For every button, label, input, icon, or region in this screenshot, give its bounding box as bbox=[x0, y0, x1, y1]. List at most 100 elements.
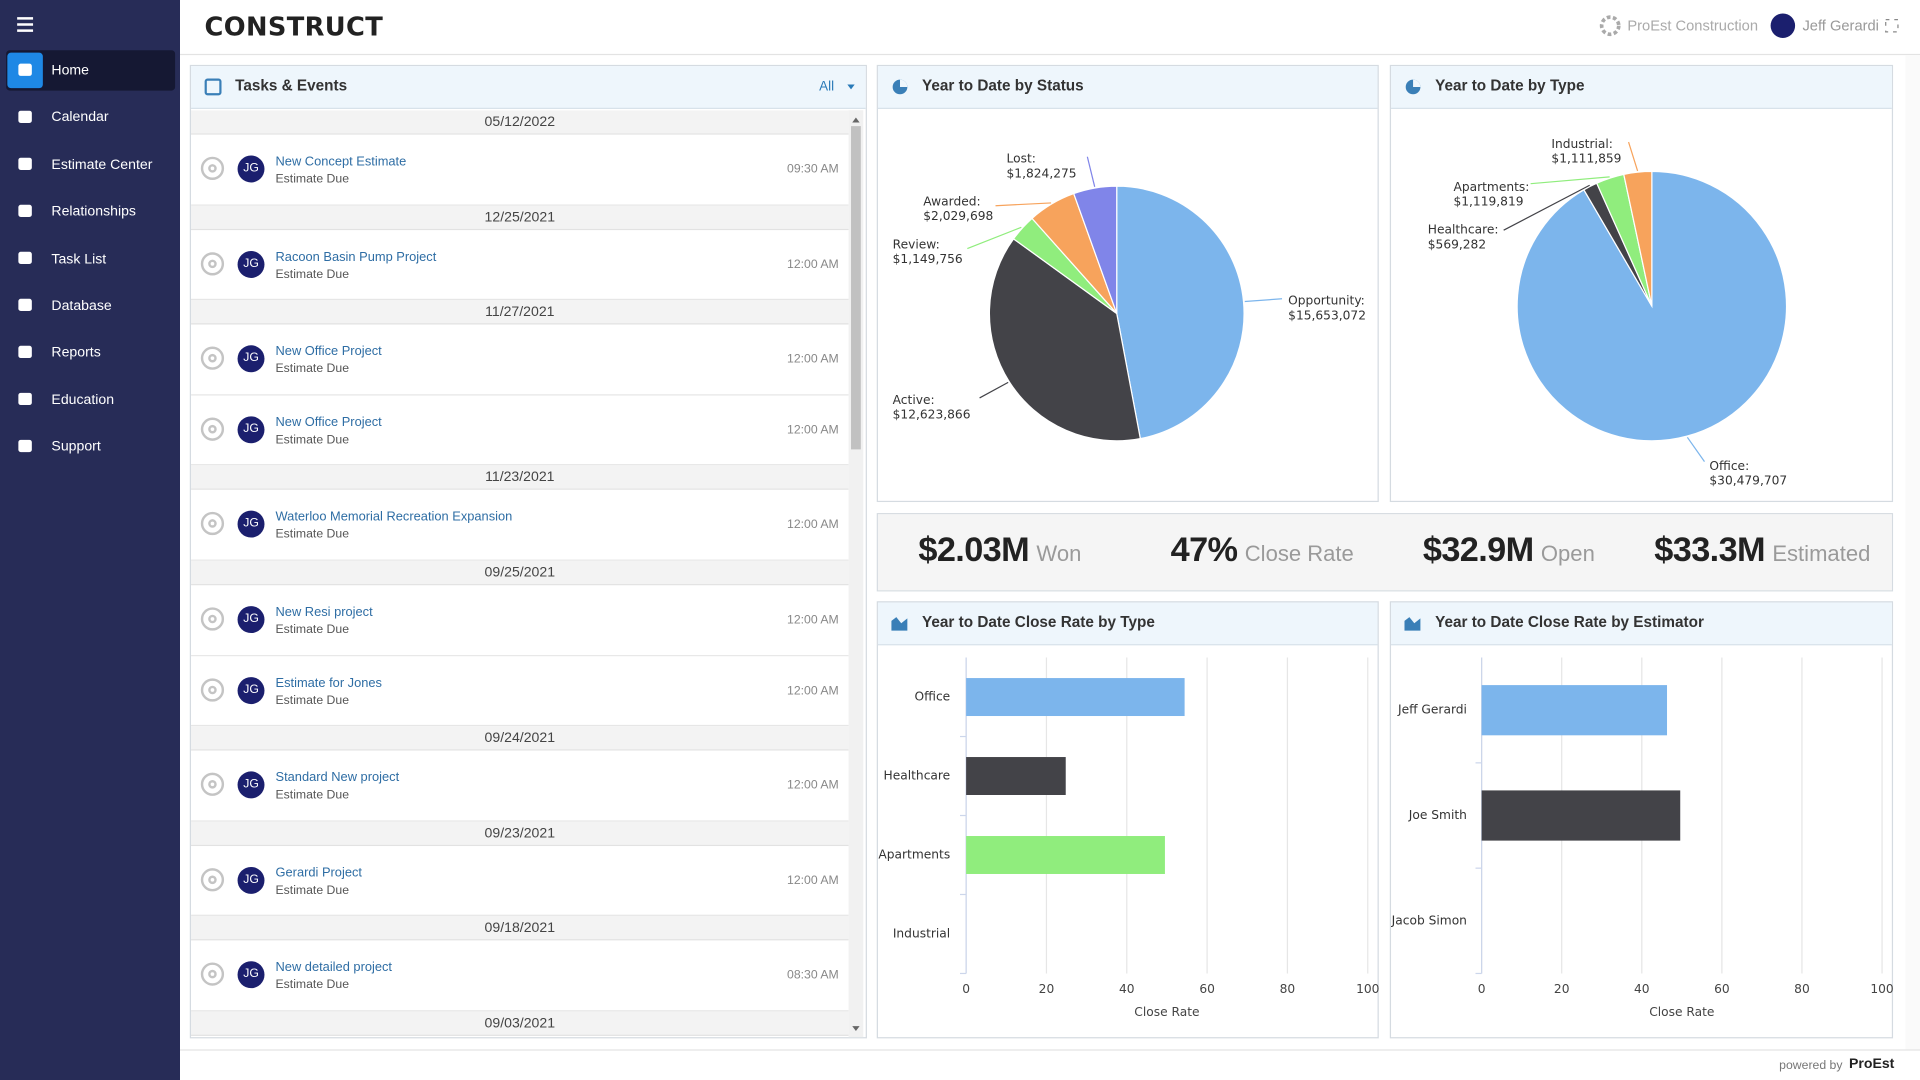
panel-title: Year to Date by Status bbox=[922, 77, 1084, 95]
panel bbox=[1389, 601, 1894, 1039]
filter[interactable]: All bbox=[819, 79, 835, 95]
kpi-bg bbox=[877, 514, 1892, 591]
scroll-thumb bbox=[851, 126, 861, 450]
task-name[interactable]: New detailed project bbox=[275, 960, 393, 976]
date-header: 09/23/2021 bbox=[191, 821, 849, 846]
task-row[interactable]: JG New Resi project Estimate Due 12:00 AM bbox=[191, 585, 849, 656]
panel bbox=[876, 64, 1379, 503]
task-row[interactable]: JG New Concept Estimate Estimate Due 09:30 … bbox=[191, 134, 849, 206]
task-time: 08:30 AM bbox=[787, 969, 839, 983]
target-icon bbox=[200, 677, 225, 702]
task-time: 12:00 AM bbox=[787, 423, 839, 437]
kpi-value: $32.9M bbox=[1422, 530, 1534, 569]
task-name[interactable]: Estimate for Jones bbox=[275, 675, 382, 691]
avatar: JG bbox=[237, 345, 265, 373]
nav-item[interactable]: Reports bbox=[51, 345, 101, 361]
avatar: JG bbox=[237, 606, 265, 634]
user-initials: JG bbox=[1775, 18, 1791, 32]
panel-title: Year to Date by Type bbox=[1435, 77, 1585, 95]
panel-header bbox=[877, 66, 1378, 109]
target-icon bbox=[200, 962, 225, 987]
settings-icon bbox=[1599, 15, 1621, 37]
task-list: 05/12/2022 JG New Concept Estimate Estimate… bbox=[191, 110, 849, 1037]
target-icon bbox=[200, 512, 225, 536]
task-row[interactable]: JG Standard New project Estimate Due 12:00 … bbox=[191, 750, 849, 822]
task-name[interactable]: Racoon Basin Pump Project bbox=[275, 249, 437, 264]
nav-item[interactable]: Estimate Center bbox=[51, 157, 153, 173]
nav-item[interactable]: Database bbox=[51, 298, 112, 314]
footer-brand: ProEst bbox=[1848, 1056, 1895, 1072]
task-time: 12:00 AM bbox=[787, 779, 839, 793]
avatar: JG bbox=[237, 676, 265, 704]
task-status: Estimate Due bbox=[275, 788, 350, 803]
panel bbox=[876, 601, 1379, 1039]
logo: CONSTRUCT bbox=[204, 12, 384, 42]
target-icon bbox=[200, 417, 225, 441]
task-name[interactable]: New Concept Estimate bbox=[275, 154, 407, 169]
company-name[interactable]: ProEst Construction bbox=[1627, 17, 1759, 35]
date-header: 12/25/2021 bbox=[191, 205, 849, 230]
target-dot bbox=[208, 780, 217, 789]
target-dot bbox=[208, 259, 217, 268]
panel-title: Tasks & Events bbox=[235, 77, 348, 95]
kpi: $32.9M Open bbox=[1423, 530, 1595, 569]
task-time: 12:00 AM bbox=[787, 613, 839, 627]
sidebar bbox=[0, 0, 180, 1080]
task-status: Estimate Due bbox=[275, 362, 350, 377]
panel-title: Year to Date Close Rate by Type bbox=[922, 613, 1155, 631]
header-border bbox=[180, 53, 1920, 56]
task-row[interactable]: JG New detailed project Estimate Due 08:30 … bbox=[191, 940, 849, 1012]
nav-item[interactable]: Education bbox=[51, 392, 115, 408]
task-row[interactable]: JG Estimate for Jones Estimate Due 12:00 AM bbox=[191, 655, 849, 727]
footer-text: powered by bbox=[1779, 1059, 1843, 1073]
task-row[interactable]: JG Gerardi Project Estimate Due 12:00 AM bbox=[191, 845, 849, 917]
target-dot bbox=[208, 519, 217, 529]
task-name[interactable]: Waterloo Memorial Recreation Expansion bbox=[275, 509, 513, 525]
target-dot bbox=[208, 685, 217, 694]
task-name[interactable]: New Resi project bbox=[275, 604, 373, 620]
task-row[interactable]: JG Waterloo Memorial Recreation Expansion… bbox=[191, 490, 849, 561]
date-header: 09/03/2021 bbox=[191, 1011, 849, 1036]
task-status: Estimate Due bbox=[275, 267, 350, 282]
task-status: Estimate Due bbox=[275, 693, 350, 708]
panel-title: Year to Date Close Rate by Estimator bbox=[1435, 613, 1704, 631]
target-icon bbox=[200, 772, 225, 797]
task-name[interactable]: New Office Project bbox=[275, 344, 382, 360]
task-status: Estimate Due bbox=[275, 978, 350, 993]
task-name[interactable]: Gerardi Project bbox=[275, 865, 362, 881]
nav-item[interactable]: Home bbox=[51, 63, 90, 79]
date-header: 09/25/2021 bbox=[191, 560, 849, 586]
fullscreen-icon bbox=[1885, 18, 1899, 33]
kpi: $33.3M Estimated bbox=[1654, 530, 1870, 569]
task-name[interactable]: New Office Project bbox=[275, 414, 382, 430]
nav-item[interactable]: Relationships bbox=[51, 204, 136, 220]
task-row[interactable]: JG New Office Project Estimate Due 12:00 AM bbox=[191, 395, 849, 466]
task-name[interactable]: Standard New project bbox=[275, 770, 400, 786]
nav-item[interactable]: Support bbox=[51, 439, 101, 455]
avatar: JG bbox=[237, 155, 265, 183]
target-dot bbox=[208, 970, 217, 979]
panel-header bbox=[877, 602, 1378, 646]
kpi: $2.03M Won bbox=[918, 530, 1081, 569]
task-row[interactable]: JG Racoon Basin Pump Project Estimate Due 1… bbox=[191, 229, 849, 301]
task-status: Estimate Due bbox=[275, 172, 350, 187]
page-scrollbar bbox=[1905, 55, 1920, 1050]
kpi-label: Estimated bbox=[1772, 541, 1871, 566]
target-icon bbox=[200, 346, 225, 371]
kpi-label: Open bbox=[1540, 541, 1595, 566]
avatar: JG bbox=[237, 416, 265, 444]
task-status: Estimate Due bbox=[275, 528, 350, 542]
panel-header bbox=[1391, 602, 1892, 646]
task-row[interactable]: JG New Office Project Estimate Due 12:00 AM bbox=[191, 324, 849, 396]
task-status: Estimate Due bbox=[275, 883, 350, 898]
nav-item[interactable]: Task List bbox=[51, 251, 107, 267]
target-dot bbox=[208, 164, 217, 173]
panel-header bbox=[1391, 66, 1892, 109]
user-name[interactable]: Jeff Gerardi bbox=[1802, 17, 1879, 35]
nav-item[interactable]: Calendar bbox=[51, 110, 109, 126]
date-header: 11/27/2021 bbox=[191, 300, 849, 325]
avatar: JG bbox=[237, 961, 265, 989]
kpi-value: 47% bbox=[1170, 530, 1238, 569]
date-header: 05/12/2022 bbox=[191, 110, 849, 135]
avatar: JG bbox=[237, 866, 265, 894]
